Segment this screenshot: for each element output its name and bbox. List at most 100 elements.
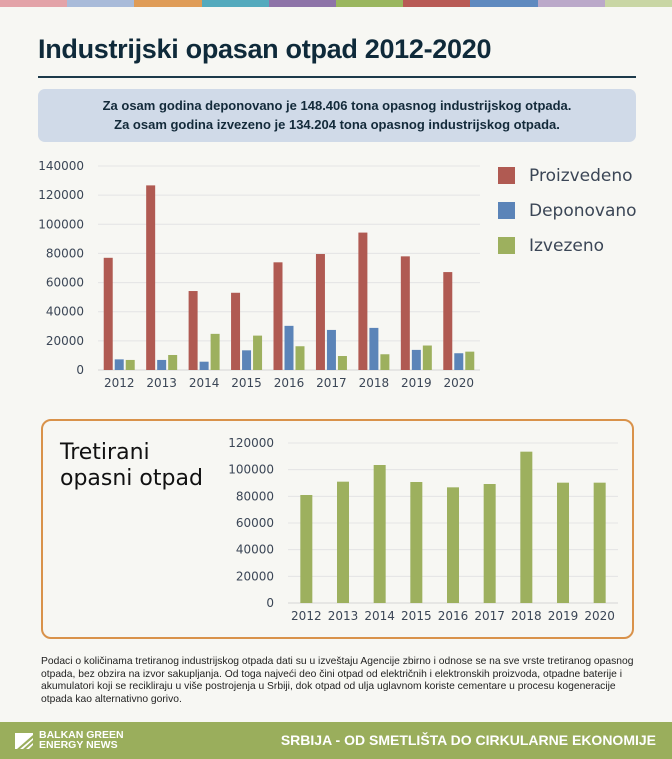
x-tick-label: 2013 (328, 609, 359, 623)
y-tick-label: 80000 (236, 489, 274, 503)
bar-izvezeno-2014 (210, 333, 220, 370)
chart2-title-line: opasni otpad (60, 466, 203, 491)
bar-value-2012 (300, 495, 313, 603)
stripe-segment (201, 0, 269, 7)
bar-proizvedeno-2018 (358, 232, 368, 370)
x-tick-label: 2017 (316, 376, 347, 390)
y-tick-label: 40000 (46, 305, 84, 319)
stripe-segment (604, 0, 672, 7)
stripe-segment (537, 0, 605, 7)
x-tick-label: 2019 (401, 376, 432, 390)
bar-value-2014 (373, 465, 386, 603)
x-tick-label: 2020 (584, 609, 615, 623)
legend-item-izvezeno: Izvezeno (498, 228, 637, 263)
y-tick-label: 100000 (38, 217, 84, 231)
bar-deponovano-2017 (326, 329, 336, 370)
chart2-title-line: Tretirani (60, 440, 150, 465)
y-tick-label: 20000 (46, 334, 84, 348)
summary-box: Za osam godina deponovano je 148.406 ton… (38, 89, 636, 142)
x-tick-label: 2014 (364, 609, 395, 623)
stripe-segment (268, 0, 337, 7)
bar-izvezeno-2012 (125, 359, 135, 370)
bar-proizvedeno-2015 (231, 292, 241, 370)
treated-waste-panel (41, 419, 634, 639)
bar-izvezeno-2019 (422, 345, 432, 370)
waste-bar-chart: 0 20000 40000 60000 80000 100000 120000 140000 2… (38, 159, 480, 390)
stripe-segment (470, 0, 538, 7)
bar-value-2020 (593, 482, 606, 603)
bar-proizvedeno-2016 (273, 262, 283, 370)
legend-swatch (498, 167, 515, 184)
x-tick-label: 2016 (274, 376, 305, 390)
bar-deponovano-2015 (242, 350, 252, 370)
title-divider (38, 76, 636, 78)
summary-line-2: Za osam godina izvezeno je 134.204 tona … (114, 117, 560, 132)
stripe-segment (67, 0, 135, 7)
x-tick-label: 2017 (474, 609, 505, 623)
bar-proizvedeno-2012 (103, 257, 113, 370)
y-tick-label: 60000 (46, 276, 84, 290)
y-tick-label: 0 (76, 363, 84, 377)
bar-deponovano-2016 (284, 325, 294, 370)
legend-label: Deponovano (529, 200, 637, 221)
logo-text: BALKAN GREEN (39, 729, 124, 741)
footer-bar: BALKAN GREEN ENERGY NEWS SRBIJA - OD SMET… (0, 722, 672, 759)
y-tick-label: 60000 (236, 516, 274, 530)
treated-waste-bar-chart: 0 20000 40000 60000 80000 100000 120000 2012 201… (228, 436, 618, 623)
y-tick-label: 0 (266, 596, 274, 610)
bar-deponovano-2018 (369, 327, 379, 370)
stripe-segment (403, 0, 471, 7)
bar-value-2015 (410, 482, 423, 603)
x-tick-label: 2016 (438, 609, 469, 623)
bar-value-2013 (337, 481, 349, 603)
stripe-segment (336, 0, 404, 7)
chart2-title: Tretirani opasni otpad (60, 440, 203, 492)
legend-label: Proizvedeno (529, 165, 633, 186)
y-tick-label: 100000 (228, 463, 274, 477)
bar-deponovano-2019 (411, 349, 421, 370)
x-tick-label: 2020 (444, 376, 475, 390)
bar-proizvedeno-2017 (315, 254, 325, 370)
legend-item-deponovano: Deponovano (498, 193, 637, 228)
bar-izvezeno-2015 (253, 335, 263, 370)
x-tick-label: 2013 (146, 376, 177, 390)
bar-value-2016 (447, 487, 459, 603)
chart-legend: Proizvedeno Deponovano Izvezeno (498, 158, 637, 263)
y-tick-label: 80000 (46, 246, 84, 260)
brand-logo: BALKAN GREEN ENERGY NEWS (14, 729, 124, 750)
footer-slogan: SRBIJA - OD SMETLIŠTA DO CIRKULARNE EKON… (280, 732, 656, 748)
stripe-segment (134, 0, 202, 7)
legend-swatch (498, 202, 515, 219)
footnote: Podaci o količinama tretiranog industrij… (41, 656, 634, 705)
bar-value-2018 (520, 451, 533, 603)
summary-line-1: Za osam godina deponovano je 148.406 ton… (102, 98, 572, 113)
bar-value-2017 (483, 484, 496, 603)
bar-izvezeno-2020 (465, 351, 475, 370)
bar-izvezeno-2013 (168, 354, 178, 370)
legend-swatch (498, 237, 515, 254)
bar-deponovano-2012 (114, 359, 124, 370)
x-tick-label: 2018 (359, 376, 390, 390)
x-tick-label: 2018 (511, 609, 542, 623)
x-tick-label: 2012 (291, 609, 322, 623)
bar-value-2019 (557, 482, 569, 603)
y-tick-label: 120000 (38, 188, 84, 202)
x-tick-label: 2014 (189, 376, 220, 390)
bar-proizvedeno-2019 (400, 256, 410, 370)
bar-proizvedeno-2014 (188, 291, 198, 370)
bar-deponovano-2014 (199, 361, 209, 370)
y-tick-label: 140000 (38, 159, 84, 173)
stripe-segment (0, 0, 68, 7)
y-tick-label: 20000 (236, 569, 274, 583)
bar-izvezeno-2017 (337, 356, 347, 370)
page-title: Industrijski opasan otpad 2012-2020 (38, 34, 492, 64)
x-tick-label: 2015 (231, 376, 262, 390)
logo-mark-icon (15, 732, 33, 749)
x-tick-label: 2015 (401, 609, 432, 623)
color-stripe (0, 0, 672, 7)
x-tick-label: 2019 (548, 609, 579, 623)
bar-proizvedeno-2020 (443, 272, 453, 370)
bar-deponovano-2013 (157, 359, 167, 370)
bar-deponovano-2020 (454, 353, 464, 370)
